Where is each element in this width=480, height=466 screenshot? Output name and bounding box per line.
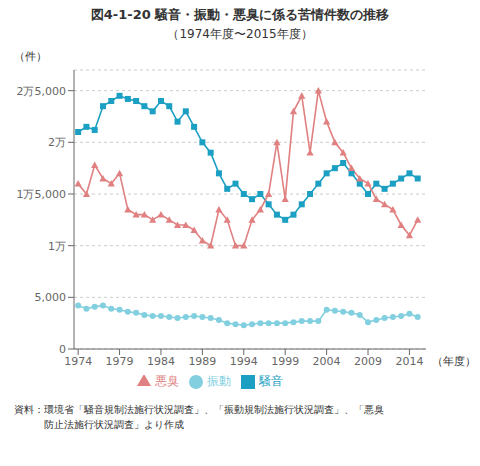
svg-text:2万5,000: 2万5,000 <box>17 85 67 98</box>
svg-text:1984: 1984 <box>147 355 175 368</box>
svg-text:1999: 1999 <box>271 355 299 368</box>
html-text:悪臭: 悪臭 <box>155 374 179 388</box>
html-text:振動: 振動 <box>207 374 231 388</box>
html-text:図4-1-20 騒音・振動・悪臭に係る苦情件数の推移: 図4-1-20 騒音・振動・悪臭に係る苦情件数の推移 <box>90 7 390 22</box>
svg-text:（年度）: （年度） <box>432 355 472 368</box>
html-text:（1974年度〜2015年度）: （1974年度〜2015年度） <box>167 27 313 41</box>
svg-text:2009: 2009 <box>354 355 382 368</box>
html-text:（件）: （件） <box>14 50 47 63</box>
svg-text:1994: 1994 <box>230 355 258 368</box>
svg-text:1979: 1979 <box>106 355 134 368</box>
html-text:騒音: 騒音 <box>259 374 283 388</box>
svg-text:0: 0 <box>59 343 66 356</box>
html-text:防止法施行状況調査」より作成: 防止法施行状況調査」より作成 <box>14 419 184 430</box>
svg-text:1989: 1989 <box>188 355 216 368</box>
svg-text:5,000: 5,000 <box>35 291 67 304</box>
svg-text:2004: 2004 <box>313 355 341 368</box>
html-text:資料：環境省「騒音規制法施行状況調査」、「振動規制法施行状況: 資料：環境省「騒音規制法施行状況調査」、「振動規制法施行状況調査」、「悪臭 <box>14 404 384 415</box>
svg-text:2014: 2014 <box>395 355 423 368</box>
svg-text:1万: 1万 <box>48 240 66 253</box>
svg-text:2万: 2万 <box>48 136 66 149</box>
svg-text:1万5,000: 1万5,000 <box>17 188 67 201</box>
svg-text:1974: 1974 <box>64 355 92 368</box>
